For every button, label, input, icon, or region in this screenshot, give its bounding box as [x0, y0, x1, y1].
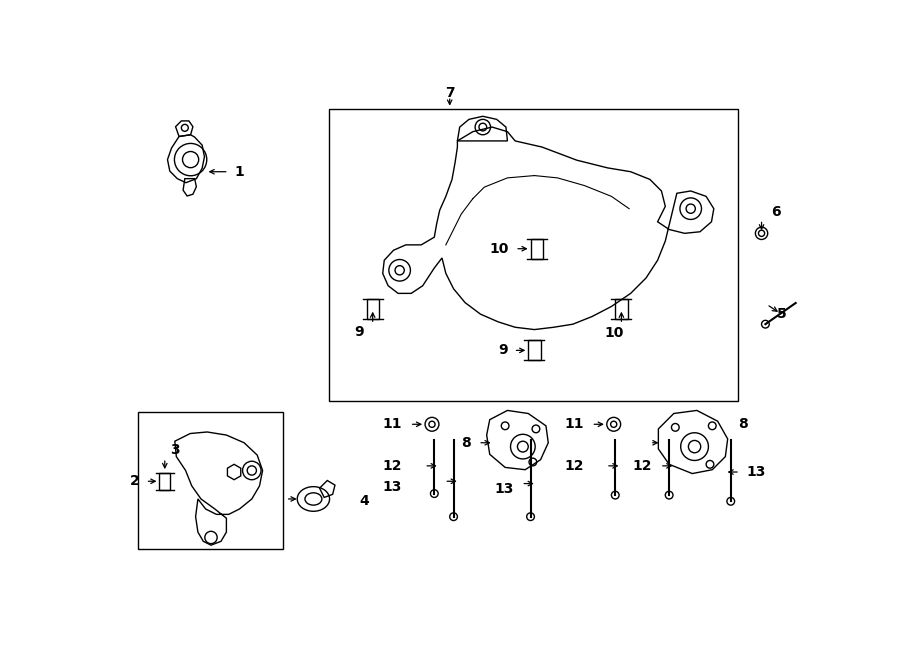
Bar [366, 299, 379, 319]
Text: 5: 5 [777, 307, 787, 321]
Bar [528, 340, 541, 360]
Text: 11: 11 [382, 417, 402, 431]
Text: 4: 4 [360, 494, 369, 508]
Text: 11: 11 [564, 417, 584, 431]
Text: 2: 2 [130, 474, 140, 488]
Text: 9: 9 [498, 343, 508, 358]
Text: 9: 9 [354, 325, 364, 339]
Bar [530, 239, 543, 258]
Text: 8: 8 [738, 417, 748, 431]
Text: 13: 13 [494, 482, 514, 496]
Text: 12: 12 [564, 459, 584, 473]
Text: 12: 12 [382, 459, 402, 473]
Text: 3: 3 [170, 444, 180, 457]
Text: 1: 1 [234, 165, 244, 178]
Text: 6: 6 [770, 205, 780, 219]
Text: 13: 13 [746, 465, 766, 479]
Bar [616, 299, 627, 319]
Text: 13: 13 [382, 481, 402, 494]
Bar [328, 108, 738, 401]
Text: 10: 10 [604, 327, 624, 340]
Bar [138, 412, 283, 549]
Text: 7: 7 [445, 86, 455, 100]
Text: 12: 12 [633, 459, 652, 473]
Bar [159, 473, 170, 490]
Text: 10: 10 [490, 242, 509, 256]
Text: 8: 8 [461, 436, 471, 449]
